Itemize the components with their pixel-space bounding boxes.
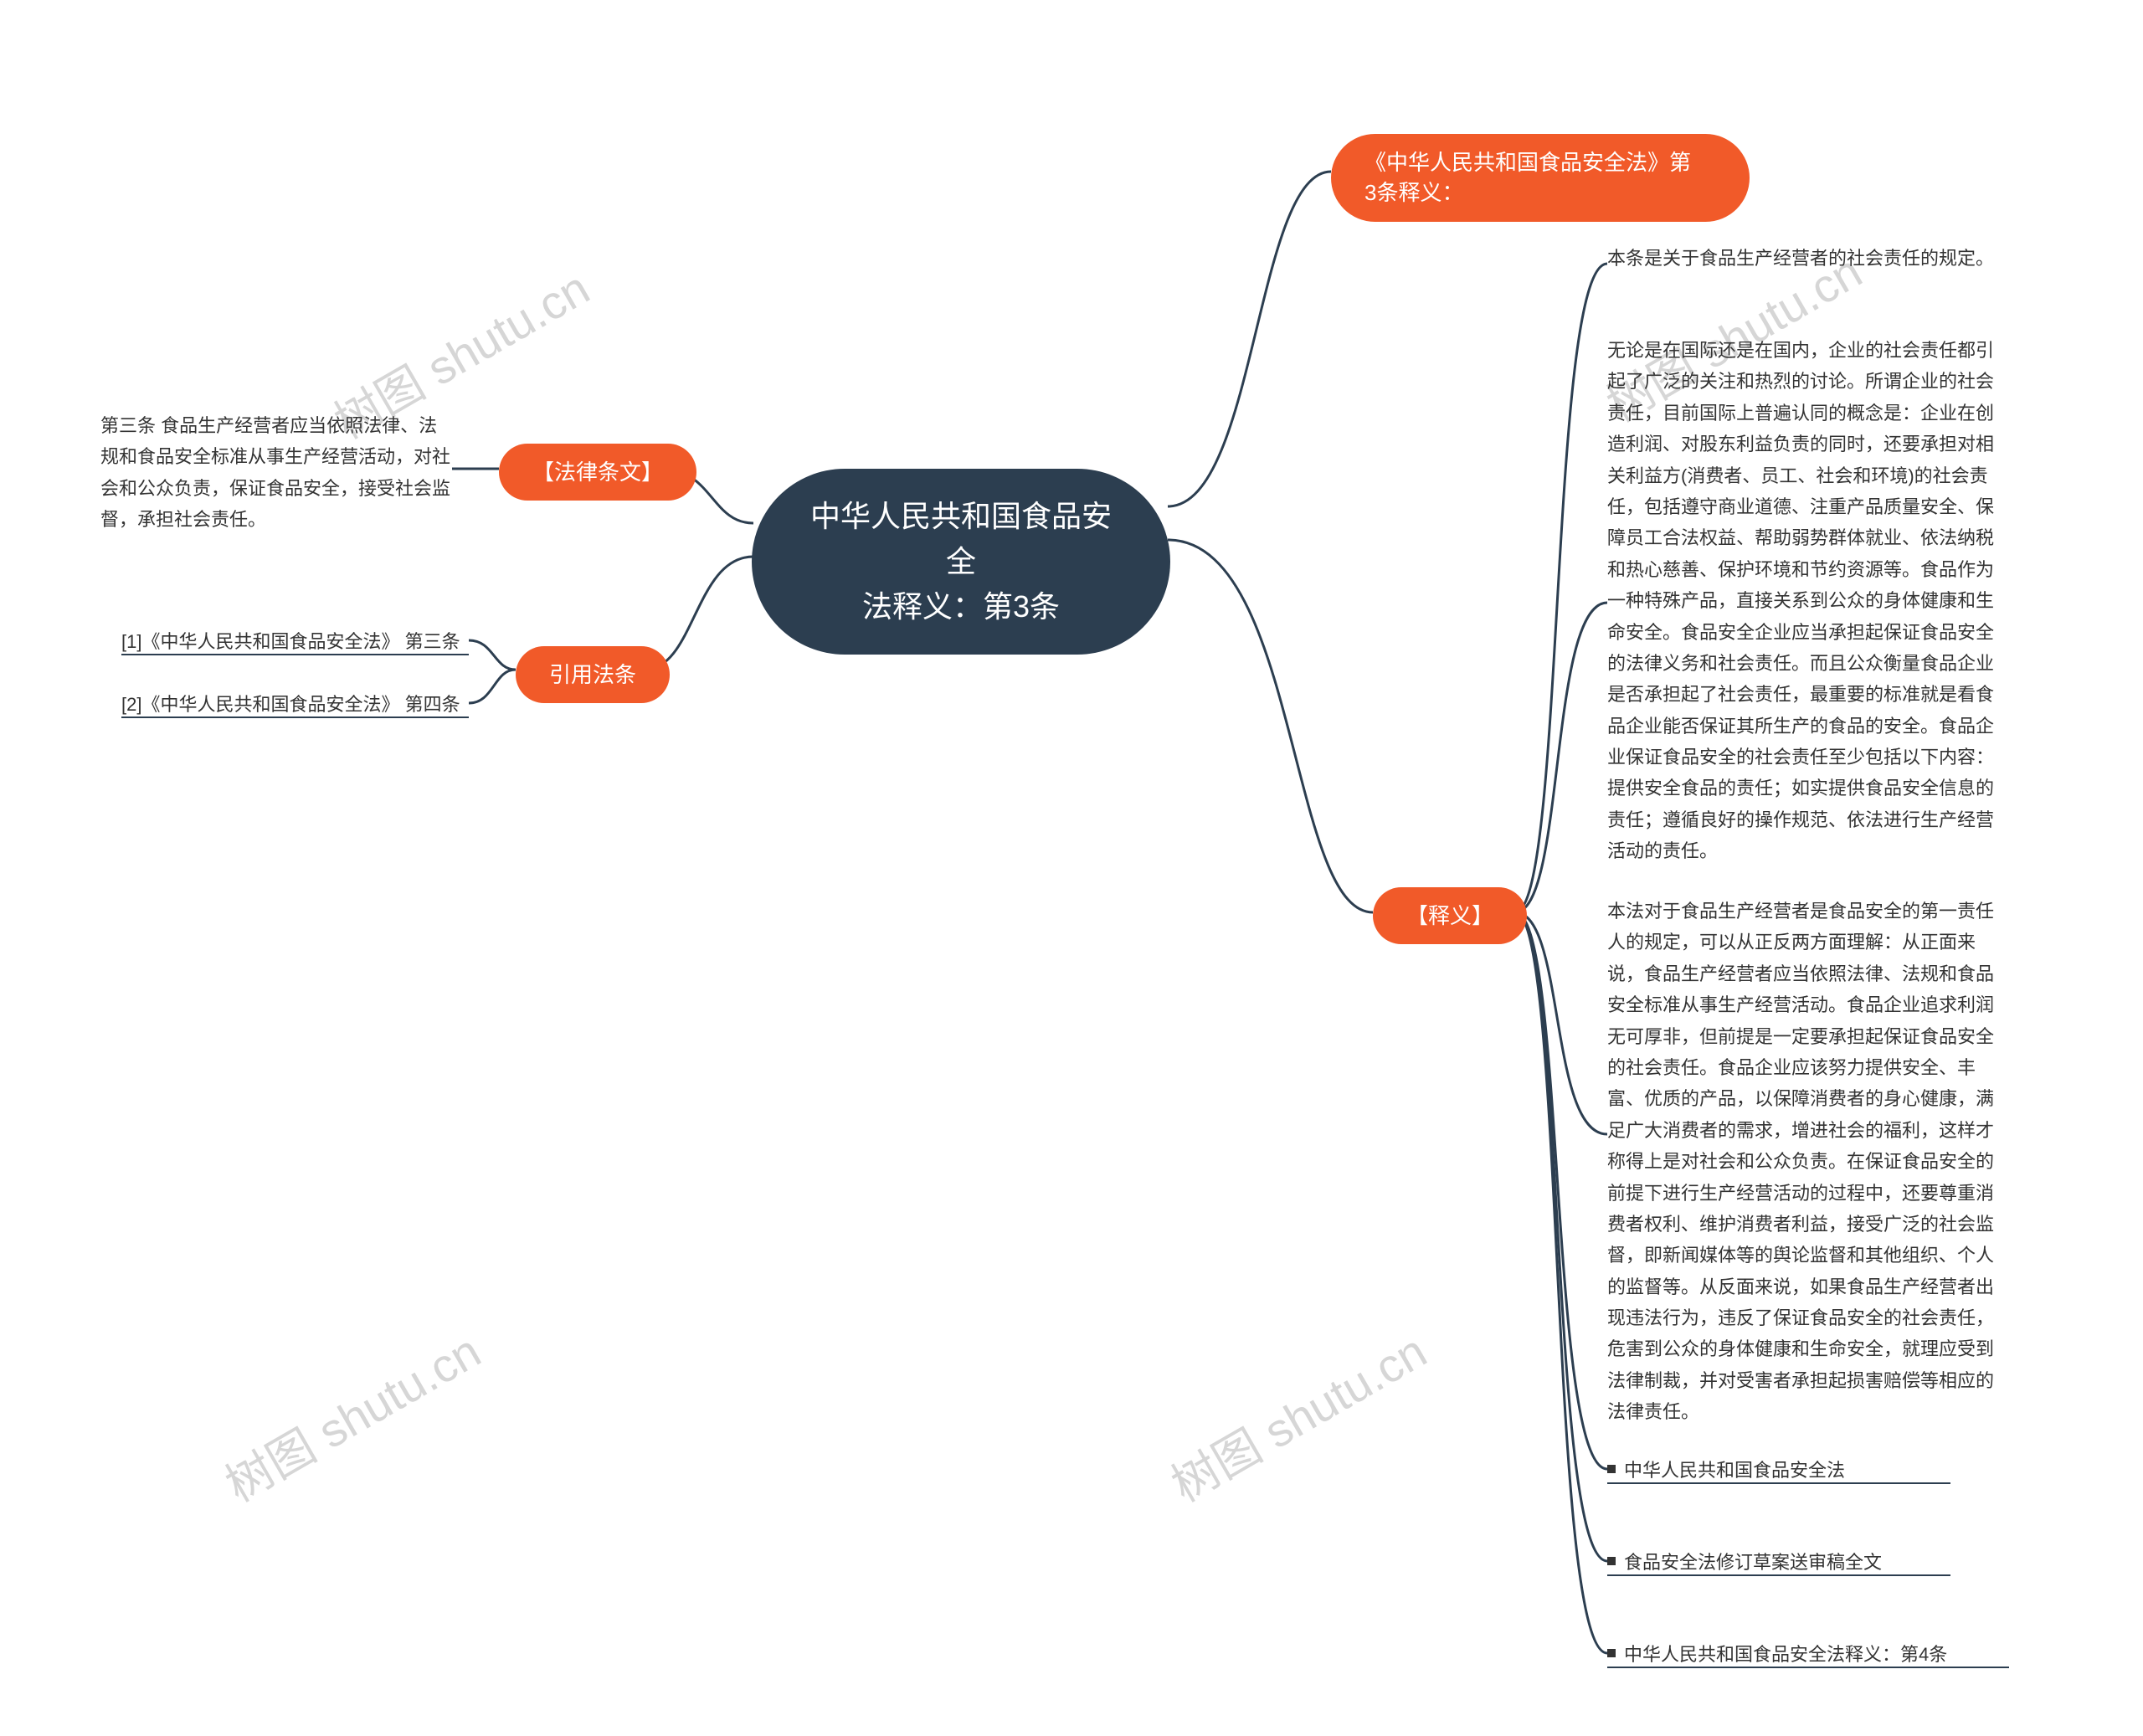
leaf-para-1: 本条是关于食品生产经营者的社会责任的规定。 bbox=[1607, 243, 2009, 274]
leaf-law-text: 第三条 食品生产经营者应当依照法律、法规和食品安全标准从事生产经营活动，对社会和… bbox=[100, 410, 452, 536]
node-cite-label[interactable]: 引用法条 bbox=[516, 646, 670, 703]
leaf-para-2: 无论是在国际还是在国内，企业的社会责任都引起了广泛的关注和热烈的讨论。所谓企业的… bbox=[1607, 335, 2009, 867]
leaf-cite-1: [1]《中华人民共和国食品安全法》 第三条 bbox=[121, 626, 473, 657]
leaf-bullet-1: 中华人民共和国食品安全法 bbox=[1607, 1455, 2009, 1486]
leaf-cite-2: [2]《中华人民共和国食品安全法》 第四条 bbox=[121, 689, 473, 720]
watermark: 树图 shutu.cn bbox=[1157, 1315, 1436, 1516]
watermark: 树图 shutu.cn bbox=[211, 1315, 491, 1516]
heading-line2: 3条释义： bbox=[1364, 177, 1716, 208]
bullet-square-icon bbox=[1607, 1649, 1616, 1657]
heading-line1: 《中华人民共和国食品安全法》第 bbox=[1364, 147, 1716, 177]
root-node[interactable]: 中华人民共和国食品安全 法释义：第3条 bbox=[752, 469, 1170, 655]
bullet-square-icon bbox=[1607, 1465, 1616, 1473]
bullet-square-icon bbox=[1607, 1557, 1616, 1565]
node-interp-label[interactable]: 【释义】 bbox=[1373, 887, 1527, 944]
bullet-text-3: 中华人民共和国食品安全法释义：第4条 bbox=[1624, 1639, 1947, 1670]
leaf-bullet-2: 食品安全法修订草案送审稿全文 bbox=[1607, 1547, 2009, 1578]
node-law-label[interactable]: 【法律条文】 bbox=[499, 444, 696, 501]
node-heading[interactable]: 《中华人民共和国食品安全法》第 3条释义： bbox=[1331, 134, 1750, 222]
bullet-text-1: 中华人民共和国食品安全法 bbox=[1624, 1455, 1845, 1486]
leaf-para-3: 本法对于食品生产经营者是食品安全的第一责任人的规定，可以从正反两方面理解：从正面… bbox=[1607, 896, 2009, 1428]
leaf-bullet-3: 中华人民共和国食品安全法释义：第4条 bbox=[1607, 1639, 2009, 1670]
root-title-line2: 法释义：第3条 bbox=[802, 584, 1120, 629]
root-title-line1: 中华人民共和国食品安全 bbox=[802, 494, 1120, 584]
bullet-text-2: 食品安全法修订草案送审稿全文 bbox=[1624, 1547, 1882, 1578]
